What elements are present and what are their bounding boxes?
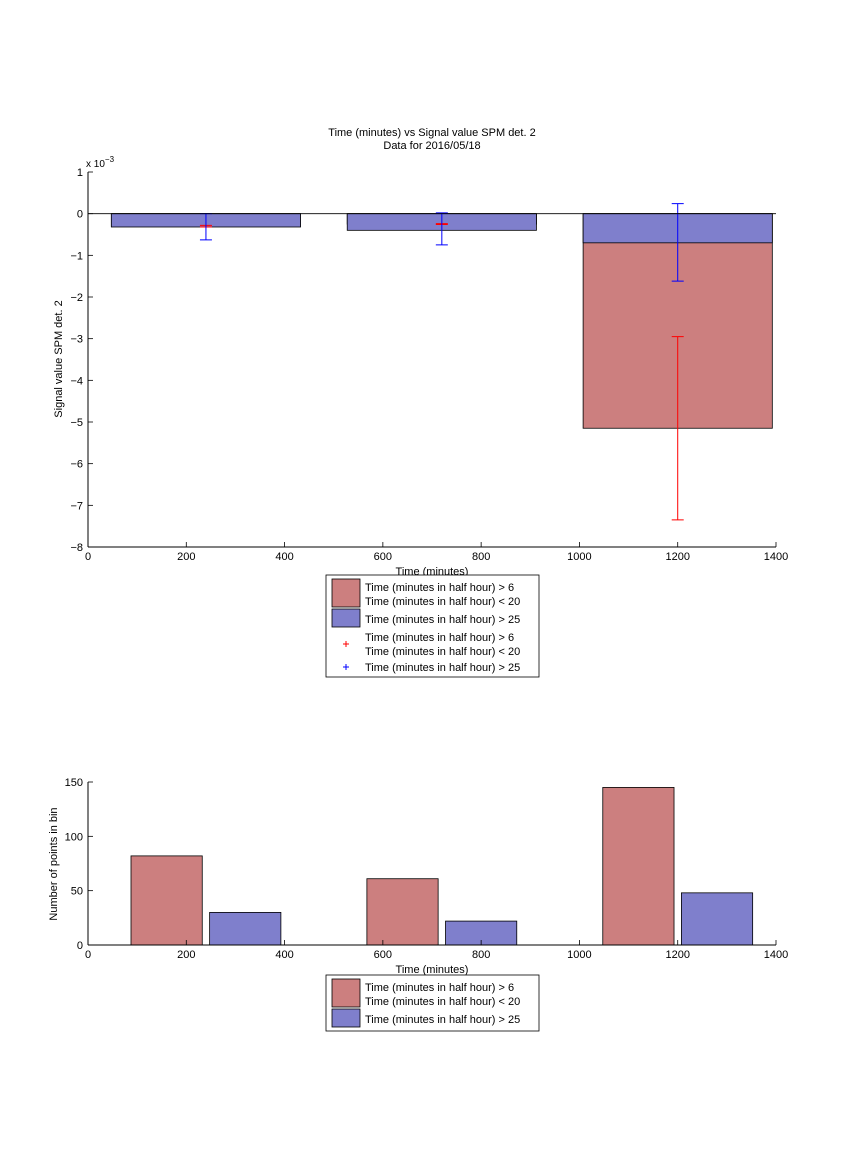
y-tick-label: −6 bbox=[70, 459, 83, 471]
legend-label: Time (minutes in half hour) < 20 bbox=[365, 996, 520, 1008]
error-bar bbox=[671, 336, 684, 521]
y-tick-label: 100 bbox=[65, 831, 83, 843]
legend-label: Time (minutes in half hour) > 25 bbox=[365, 662, 520, 674]
x-tick-label: 0 bbox=[85, 551, 91, 563]
legend-label: Time (minutes in half hour) > 25 bbox=[365, 1014, 520, 1026]
y-tick-label: 0 bbox=[77, 209, 83, 221]
legend-swatch bbox=[331, 1008, 361, 1028]
x-tick-label: 1000 bbox=[567, 949, 591, 961]
x-tick-label: 1000 bbox=[567, 551, 591, 563]
legend: Time (minutes in half hour) > 6 Time (min… bbox=[325, 974, 540, 1032]
bar bbox=[602, 787, 675, 946]
legend-label: Time (minutes in half hour) < 20 bbox=[365, 646, 520, 658]
legend-box bbox=[325, 974, 540, 1032]
legend-swatch bbox=[331, 608, 361, 628]
legend-label: Time (minutes in half hour) < 20 bbox=[365, 596, 520, 608]
count-chart: 0 200 400 600 800 1000 1200 1400 0 50 100 150 Time … bbox=[48, 777, 789, 1032]
x-tick-label: 600 bbox=[374, 949, 392, 961]
error-bar bbox=[435, 212, 448, 246]
x-tick-label: 1400 bbox=[764, 551, 788, 563]
signal-chart: Time (minutes) vs Signal value SPM det. … bbox=[53, 127, 788, 678]
legend-swatch bbox=[331, 578, 361, 608]
y-axis-label: Number of points in bin bbox=[48, 807, 60, 920]
y-exponent-label: x 10−3 bbox=[86, 155, 115, 170]
x-tick-label: 200 bbox=[177, 949, 195, 961]
y-tick-label: 1 bbox=[77, 167, 83, 179]
legend-label: Time (minutes in half hour) > 25 bbox=[365, 614, 520, 626]
y-tick-label: −2 bbox=[70, 292, 83, 304]
y-tick-label: −4 bbox=[70, 375, 83, 387]
legend: Time (minutes in half hour) > 6 Time (min… bbox=[325, 574, 540, 678]
axes: 0 200 400 600 800 1000 1200 1400 1 0 −1 −2 −3 −4 −5 −6 −… bbox=[70, 167, 788, 563]
bar bbox=[681, 892, 754, 946]
bar bbox=[130, 855, 203, 946]
bars bbox=[130, 787, 754, 946]
x-tick-label: 200 bbox=[177, 551, 195, 563]
y-tick-label: −5 bbox=[70, 417, 83, 429]
error-bar bbox=[671, 203, 684, 282]
chart-subtitle: Data for 2016/05/18 bbox=[383, 140, 480, 152]
bar bbox=[209, 912, 282, 946]
y-tick-label: 150 bbox=[65, 777, 83, 789]
x-tick-label: 0 bbox=[85, 949, 91, 961]
y-tick-label: −1 bbox=[70, 250, 83, 262]
legend-label: Time (minutes in half hour) > 6 bbox=[365, 982, 514, 994]
y-tick-label: 0 bbox=[77, 940, 83, 952]
legend-label: Time (minutes in half hour) > 6 bbox=[365, 632, 514, 644]
axes: 0 200 400 600 800 1000 1200 1400 0 50 100 150 bbox=[65, 777, 789, 961]
y-axis-label: Signal value SPM det. 2 bbox=[53, 300, 65, 417]
y-tick-label: −3 bbox=[70, 334, 83, 346]
y-tick-label: −8 bbox=[70, 542, 83, 554]
chart-title: Time (minutes) vs Signal value SPM det. … bbox=[328, 127, 535, 139]
legend-label: Time (minutes in half hour) > 6 bbox=[365, 582, 514, 594]
x-tick-label: 1200 bbox=[665, 949, 689, 961]
x-tick-label: 600 bbox=[374, 551, 392, 563]
x-tick-label: 800 bbox=[472, 551, 490, 563]
bar bbox=[366, 878, 439, 946]
x-tick-label: 800 bbox=[472, 949, 490, 961]
x-tick-label: 400 bbox=[275, 949, 293, 961]
legend-box bbox=[325, 574, 540, 678]
x-tick-label: 1400 bbox=[764, 949, 788, 961]
x-tick-label: 1200 bbox=[665, 551, 689, 563]
y-tick-label: 50 bbox=[71, 886, 83, 898]
legend-marker bbox=[343, 664, 349, 670]
y-tick-label: −7 bbox=[70, 500, 83, 512]
x-axis-label: Time (minutes) bbox=[396, 964, 469, 976]
legend-marker bbox=[343, 641, 349, 647]
legend-swatch bbox=[331, 978, 361, 1008]
bars bbox=[110, 213, 773, 429]
x-tick-label: 400 bbox=[275, 551, 293, 563]
